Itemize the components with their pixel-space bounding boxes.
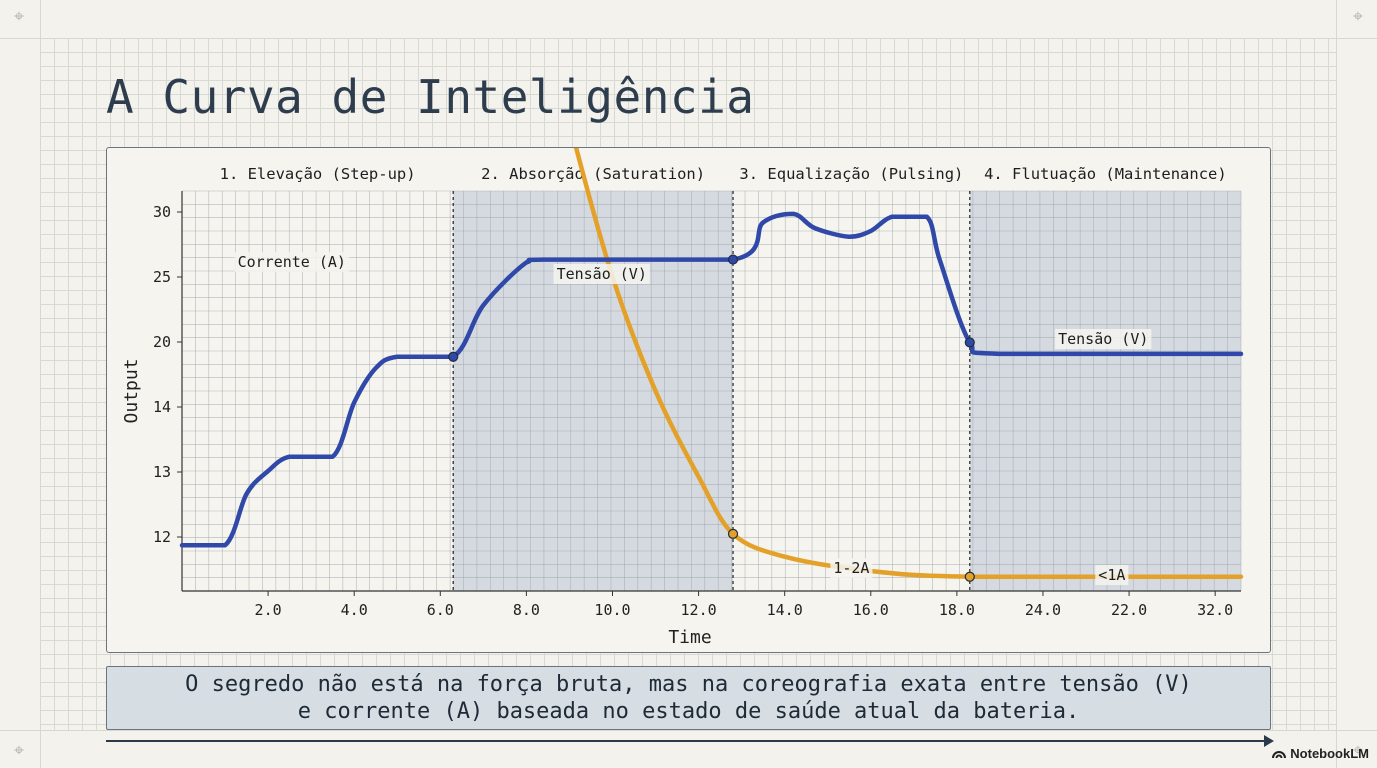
guide-line-left (40, 0, 41, 768)
phase-label-3: 3. Equalização (Pulsing) (739, 165, 963, 183)
x-tick-label: 2.0 (255, 601, 282, 619)
guide-line-top (0, 38, 1377, 39)
annotation-background (553, 264, 650, 284)
series-marker (448, 351, 459, 362)
phase-label-4: 4. Flutuação (Maintenance) (984, 165, 1227, 183)
x-axis-label: Time (668, 627, 711, 648)
crosshair-icon: ⌖ (1352, 6, 1364, 27)
x-tick-label: 32.0 (1197, 601, 1233, 619)
guide-line-right (1336, 0, 1337, 768)
x-tick-label: 16.0 (853, 601, 889, 619)
series-annotation: <1A (1098, 566, 1125, 584)
annotation-background (1055, 329, 1152, 349)
line-chart: 1. Elevação (Step-up) 2. Absorção (Satura… (121, 148, 1244, 648)
series-marker (727, 254, 739, 265)
arrow-head-icon (1264, 735, 1274, 747)
y-tick-label: 20 (153, 333, 171, 351)
series-marker (964, 337, 975, 348)
caption-line-1: O segredo não está na força bruta, mas n… (185, 672, 1192, 697)
x-tick-label: 14.0 (767, 601, 803, 619)
page-title: A Curva de Inteligência (106, 70, 755, 124)
x-tick-label: 24.0 (1025, 601, 1061, 619)
annotation-background (234, 252, 349, 272)
x-tick-label: 22.0 (1111, 601, 1147, 619)
x-tick-label: 12.0 (681, 601, 717, 619)
series-marker (727, 528, 739, 539)
series-line-tensao (179, 211, 1244, 548)
annotation-background (1095, 565, 1129, 585)
crosshair-icon: ⌖ (1352, 740, 1364, 761)
phase-label-1: 1. Elevação (Step-up) (220, 165, 416, 183)
annotation-background (830, 558, 873, 578)
x-tick-label: 6.0 (427, 601, 454, 619)
timeline-arrow (106, 740, 1266, 742)
guide-line-bottom (0, 730, 1377, 731)
x-tick-label: 8.0 (513, 601, 540, 619)
brand-name: NotebookLM (1290, 746, 1369, 761)
series-annotation: Corrente (A) (238, 253, 346, 271)
chart-frame: 1. Elevação (Step-up) 2. Absorção (Satura… (106, 147, 1271, 653)
y-axis-label: Output (121, 358, 142, 423)
notebooklm-icon (1272, 750, 1287, 758)
y-tick-label: 12 (153, 528, 171, 546)
phase-label-2: 2. Absorção (Saturation) (481, 165, 705, 183)
crosshair-icon: ⌖ (13, 6, 25, 27)
crosshair-icon: ⌖ (13, 740, 25, 761)
brand-logo: NotebookLM (1272, 746, 1369, 761)
x-tick-label: 10.0 (594, 601, 630, 619)
y-tick-label: 13 (153, 463, 171, 481)
series-annotation: 1-2A (833, 559, 869, 577)
x-tick-label: 18.0 (939, 601, 975, 619)
series-marker (964, 571, 975, 582)
y-tick-label: 25 (153, 268, 171, 286)
series-annotation: Tensão (V) (1058, 330, 1148, 348)
y-tick-label: 14 (153, 398, 171, 416)
y-tick-label: 30 (153, 203, 171, 221)
series-annotation: Tensão (V) (557, 265, 647, 283)
caption-line-2: e corrente (A) baseada no estado de saúd… (297, 699, 1080, 724)
x-tick-label: 4.0 (341, 601, 368, 619)
caption-box: O segredo não está na força bruta, mas n… (106, 666, 1271, 730)
series-line-corrente (573, 148, 1244, 579)
